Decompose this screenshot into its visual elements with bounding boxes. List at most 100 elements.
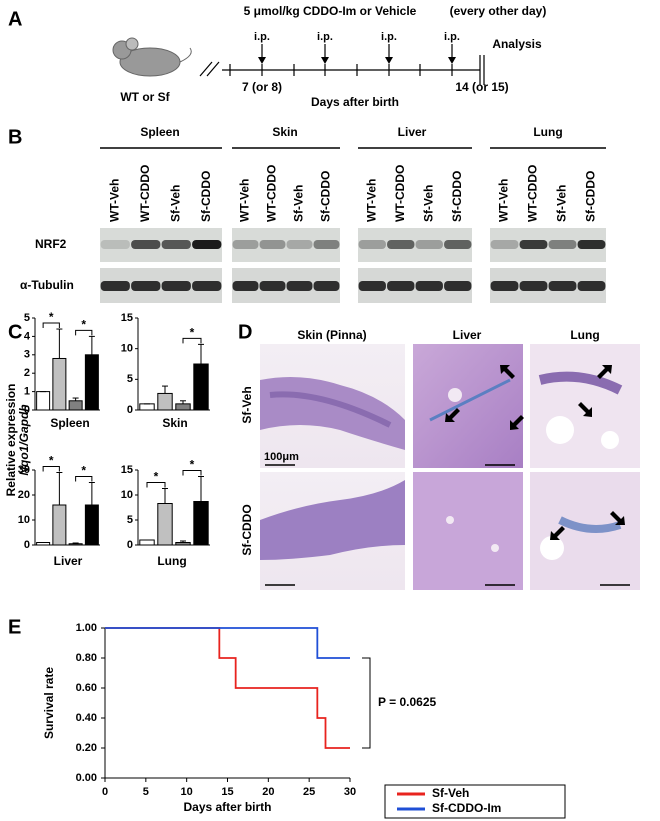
sig-star: * bbox=[81, 464, 86, 478]
lane-label: WT-CDDO bbox=[393, 165, 407, 222]
injection-label: i.p. bbox=[317, 31, 333, 43]
endpoint-label: Analysis bbox=[492, 37, 542, 51]
band bbox=[161, 281, 191, 291]
lane-label: WT-Veh bbox=[364, 179, 378, 222]
lane-label: WT-CDDO bbox=[526, 165, 540, 222]
lane-label: Sf-Veh bbox=[292, 185, 306, 222]
timeline bbox=[199, 44, 485, 85]
x-tick-label: 20 bbox=[262, 786, 274, 798]
y-axis-label: Nqo1/Gapdh bbox=[17, 404, 31, 475]
legend-box bbox=[384, 784, 566, 819]
y-tick-label: 10 bbox=[121, 343, 133, 355]
band bbox=[415, 281, 443, 291]
x-axis-label: Days after birth bbox=[183, 800, 271, 814]
bar bbox=[157, 503, 173, 546]
band bbox=[313, 240, 340, 249]
bar bbox=[157, 392, 173, 411]
histology bbox=[260, 344, 640, 590]
lane-label: WT-Veh bbox=[107, 179, 121, 222]
injection-label: i.p. bbox=[254, 31, 270, 43]
lane-label: Sf-Veh bbox=[421, 185, 435, 222]
bar bbox=[36, 391, 51, 411]
band bbox=[259, 281, 286, 291]
lane-label: WT-CDDO bbox=[265, 165, 279, 222]
lane-label: Sf-CDDO bbox=[199, 171, 213, 222]
x-tick-label: 15 bbox=[221, 786, 233, 798]
tissue-label: Lung bbox=[533, 125, 562, 139]
row-label: Sf-Veh bbox=[240, 386, 254, 423]
row-label: NRF2 bbox=[35, 237, 67, 251]
band bbox=[232, 281, 259, 291]
sig-bracket bbox=[146, 482, 166, 488]
bar bbox=[84, 354, 99, 411]
band bbox=[548, 240, 577, 249]
y-tick-label: 15 bbox=[121, 312, 133, 324]
sig-bracket bbox=[182, 337, 202, 344]
band bbox=[131, 281, 161, 291]
panel-label: D bbox=[238, 321, 252, 343]
x-tick-label: 25 bbox=[303, 786, 315, 798]
y-axis-label: Relative expression bbox=[4, 384, 18, 497]
panel-label: B bbox=[8, 126, 22, 148]
column-label: Lung bbox=[570, 328, 599, 342]
y-tick-label: 0.40 bbox=[76, 712, 97, 724]
legend-label: Sf-CDDO-Im bbox=[432, 801, 501, 815]
y-tick-label: 0.60 bbox=[76, 682, 97, 694]
y-tick-label: 5 bbox=[127, 514, 133, 526]
bar bbox=[52, 504, 67, 546]
bar bbox=[68, 543, 83, 546]
band bbox=[415, 240, 443, 249]
bar bbox=[139, 539, 155, 546]
y-axis-label: Survival rate bbox=[42, 667, 56, 739]
survival-line bbox=[105, 627, 350, 659]
tissue-label: Spleen bbox=[140, 125, 179, 139]
y-tick-label: 1.00 bbox=[76, 622, 97, 634]
chart-title: Skin bbox=[162, 416, 187, 430]
panel-label: A bbox=[8, 8, 22, 30]
band bbox=[577, 240, 606, 249]
y-tick-label: 15 bbox=[121, 464, 133, 476]
sig-bracket bbox=[42, 322, 60, 329]
y-tick-label: 0 bbox=[24, 404, 30, 416]
bar bbox=[175, 542, 191, 546]
lane-label: WT-Veh bbox=[497, 179, 511, 222]
sig-bracket bbox=[42, 466, 60, 472]
lane-label: Sf-CDDO bbox=[584, 171, 598, 222]
y-tick-label: 10 bbox=[121, 489, 133, 501]
chart-title: Spleen bbox=[50, 416, 89, 430]
panel-label: E bbox=[8, 616, 21, 638]
sig-star: * bbox=[190, 326, 195, 340]
band bbox=[100, 281, 130, 291]
band bbox=[259, 240, 286, 249]
y-tick-label: 0.00 bbox=[76, 772, 97, 784]
chart-title: Liver bbox=[54, 554, 83, 568]
band bbox=[100, 240, 130, 249]
y-tick-label: 0 bbox=[24, 539, 30, 551]
band bbox=[161, 240, 191, 249]
y-tick-label: 5 bbox=[24, 312, 30, 324]
band bbox=[444, 240, 472, 249]
band bbox=[548, 281, 577, 291]
bar bbox=[193, 501, 209, 546]
y-tick-label: 3 bbox=[24, 349, 30, 361]
sig-bracket bbox=[182, 470, 202, 476]
y-tick-label: 5 bbox=[127, 373, 133, 385]
mouse-icon bbox=[112, 37, 192, 77]
bar bbox=[193, 363, 209, 411]
band bbox=[444, 281, 472, 291]
axis-label: Days after birth bbox=[311, 95, 399, 109]
sig-star: * bbox=[49, 454, 54, 468]
band bbox=[131, 240, 161, 249]
lane-label: Sf-Veh bbox=[555, 185, 569, 222]
lane-label: Sf-CDDO bbox=[450, 171, 464, 222]
band bbox=[286, 281, 313, 291]
bar bbox=[84, 504, 99, 546]
band bbox=[387, 281, 415, 291]
band bbox=[313, 281, 340, 291]
x-tick-label: 30 bbox=[344, 786, 356, 798]
arrowheads bbox=[258, 57, 456, 64]
band bbox=[192, 240, 222, 249]
bar bbox=[52, 357, 67, 411]
band bbox=[286, 240, 313, 249]
